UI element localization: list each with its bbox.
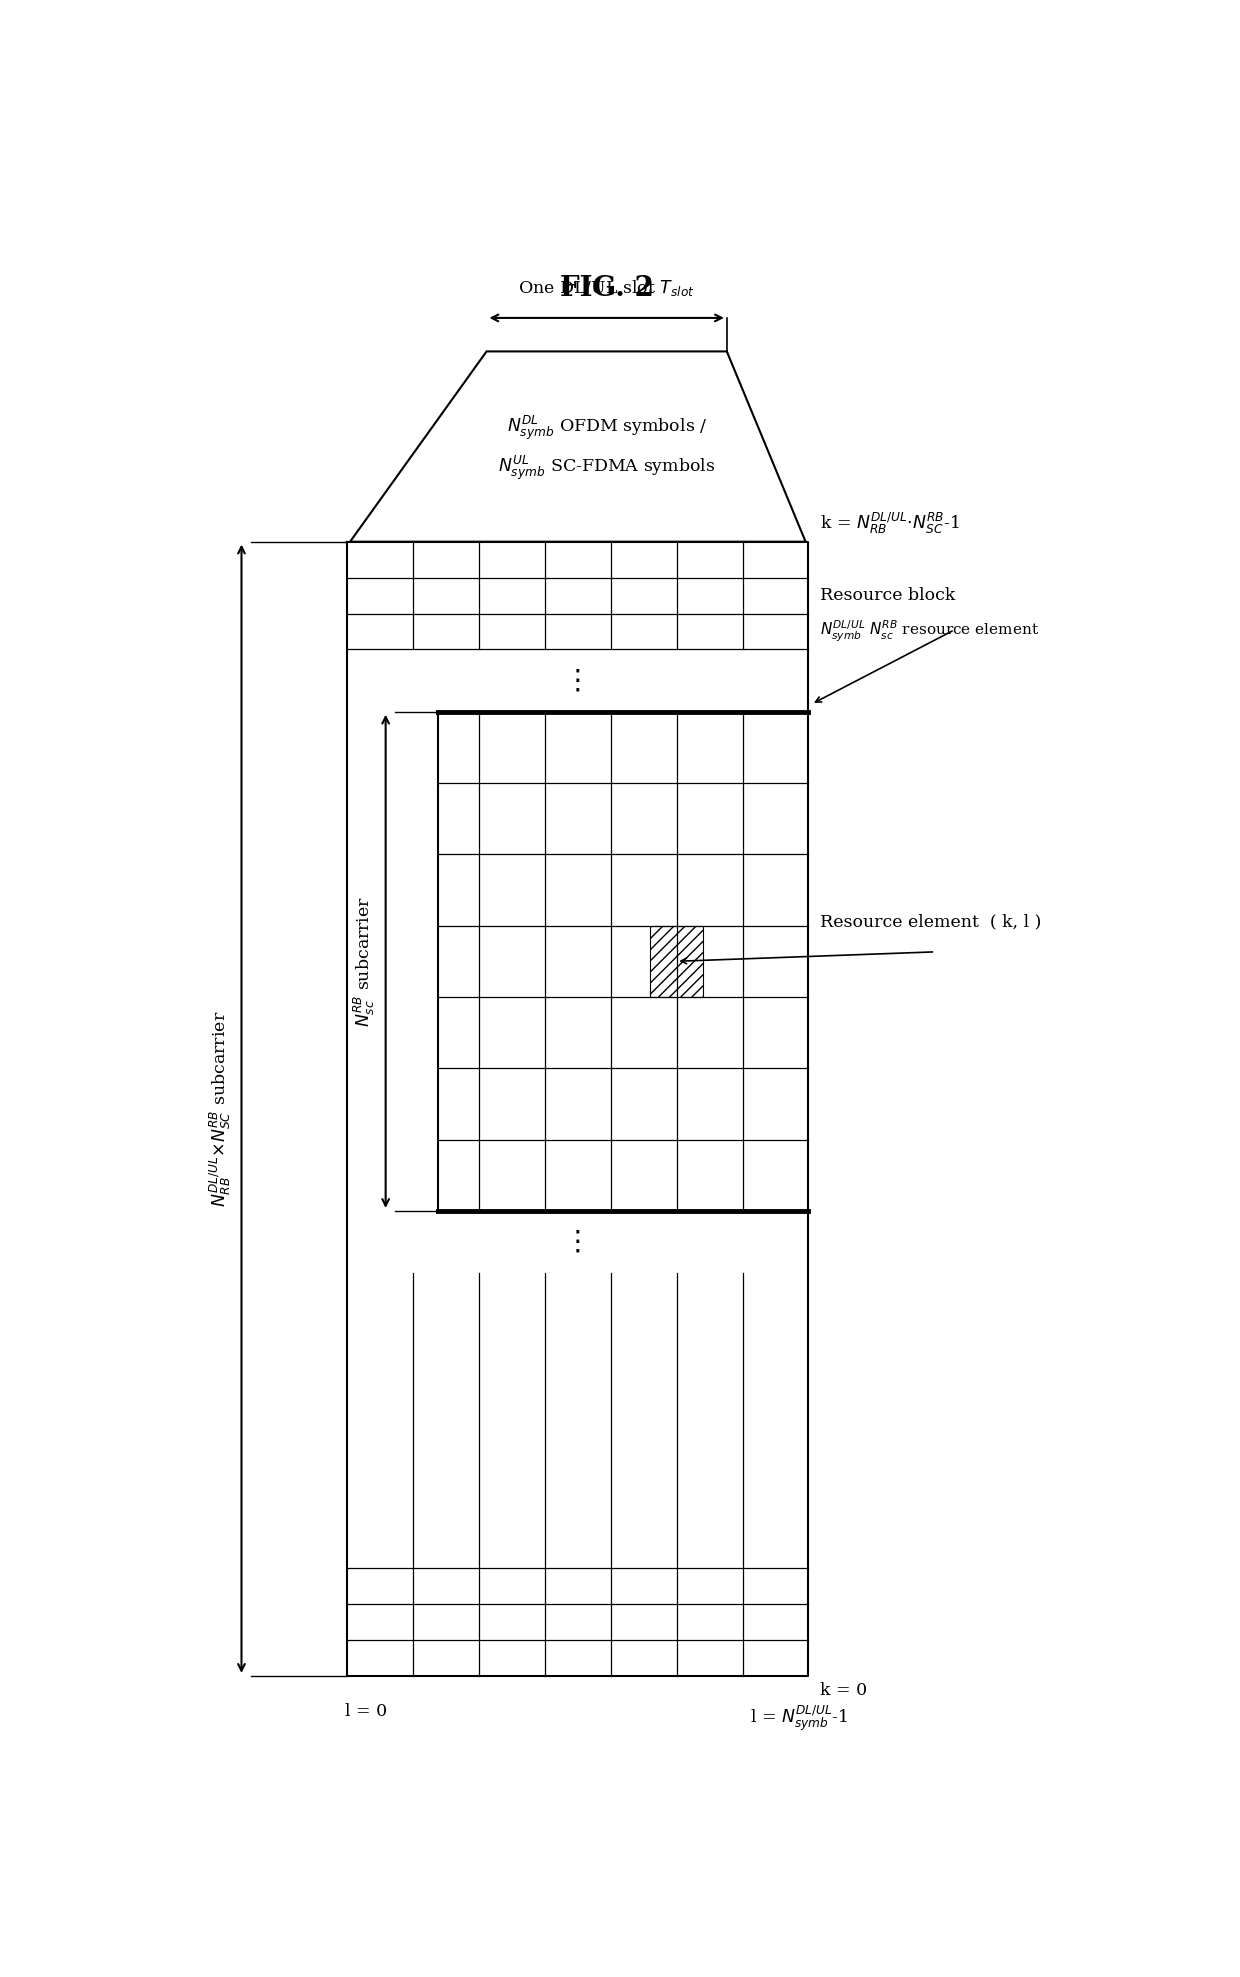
Text: $N_{symb}^{UL}$ SC-FDMA symbols: $N_{symb}^{UL}$ SC-FDMA symbols xyxy=(498,453,715,482)
Bar xyxy=(650,925,703,996)
Text: $N_{RB}^{DL/UL}$$\times$$N_{SC}^{RB}$ subcarrier: $N_{RB}^{DL/UL}$$\times$$N_{SC}^{RB}$ su… xyxy=(207,1010,233,1206)
Text: Resource block: Resource block xyxy=(820,587,955,603)
Text: l = 0: l = 0 xyxy=(346,1704,387,1720)
Text: Resource element  ( k, l ): Resource element ( k, l ) xyxy=(820,913,1042,929)
Text: l = $N_{symb}^{DL/UL}$-1: l = $N_{symb}^{DL/UL}$-1 xyxy=(750,1704,848,1734)
Text: $N_{symb}^{DL/UL}$ $N_{sc}^{RB}$ resource element: $N_{symb}^{DL/UL}$ $N_{sc}^{RB}$ resourc… xyxy=(820,619,1039,645)
Text: k = $N_{RB}^{DL/UL}$$\cdot$$N_{SC}^{RB}$-1: k = $N_{RB}^{DL/UL}$$\cdot$$N_{SC}^{RB}$… xyxy=(820,510,960,536)
Text: FIG. 2: FIG. 2 xyxy=(559,275,653,302)
Text: $N_{symb}^{DL}$ OFDM symbols /: $N_{symb}^{DL}$ OFDM symbols / xyxy=(506,413,707,443)
Text: One DL/UL slot $\mathit{T}_{slot}$: One DL/UL slot $\mathit{T}_{slot}$ xyxy=(518,279,694,299)
Text: $N_{sc}^{RB}$ subcarrier: $N_{sc}^{RB}$ subcarrier xyxy=(352,896,377,1026)
Text: k = 0: k = 0 xyxy=(820,1682,867,1698)
Text: ⋮: ⋮ xyxy=(564,1228,591,1255)
Text: ⋮: ⋮ xyxy=(564,666,591,694)
